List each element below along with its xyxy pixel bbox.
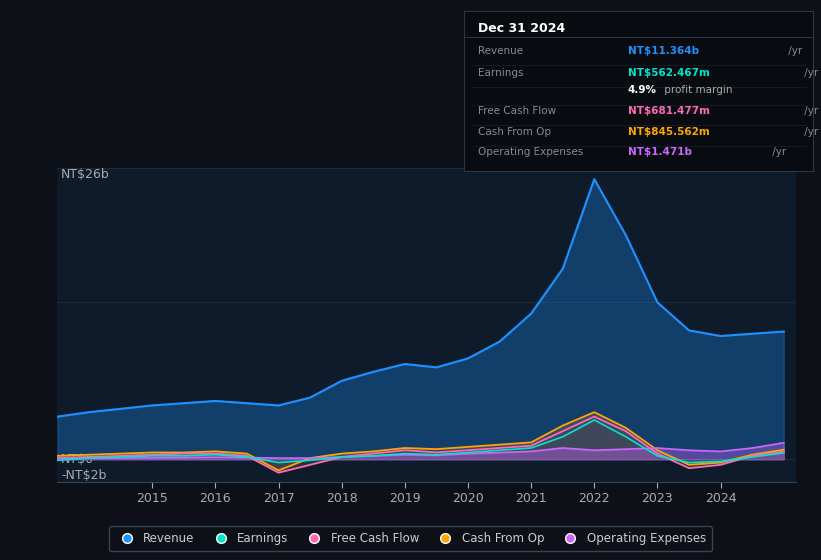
Text: NT$0: NT$0 [62,452,94,466]
Text: Earnings: Earnings [478,68,523,78]
Text: Revenue: Revenue [478,46,523,56]
Text: Cash From Op: Cash From Op [478,127,551,137]
Text: NT$562.467m: NT$562.467m [628,68,709,78]
Text: Free Cash Flow: Free Cash Flow [478,106,556,116]
Text: Operating Expenses: Operating Expenses [478,147,583,157]
Text: NT$681.477m: NT$681.477m [628,106,710,116]
Text: /yr: /yr [800,68,818,78]
Text: Dec 31 2024: Dec 31 2024 [478,22,565,35]
Text: NT$26b: NT$26b [62,168,110,181]
Text: /yr: /yr [785,46,802,56]
Text: NT$845.562m: NT$845.562m [628,127,709,137]
Text: profit margin: profit margin [661,85,732,95]
Text: -NT$2b: -NT$2b [62,469,107,482]
Text: 4.9%: 4.9% [628,85,657,95]
Text: NT$1.471b: NT$1.471b [628,147,692,157]
Text: NT$11.364b: NT$11.364b [628,46,699,56]
Text: /yr: /yr [769,147,787,157]
Legend: Revenue, Earnings, Free Cash Flow, Cash From Op, Operating Expenses: Revenue, Earnings, Free Cash Flow, Cash … [109,526,712,551]
Text: /yr: /yr [800,127,818,137]
Text: /yr: /yr [800,106,818,116]
